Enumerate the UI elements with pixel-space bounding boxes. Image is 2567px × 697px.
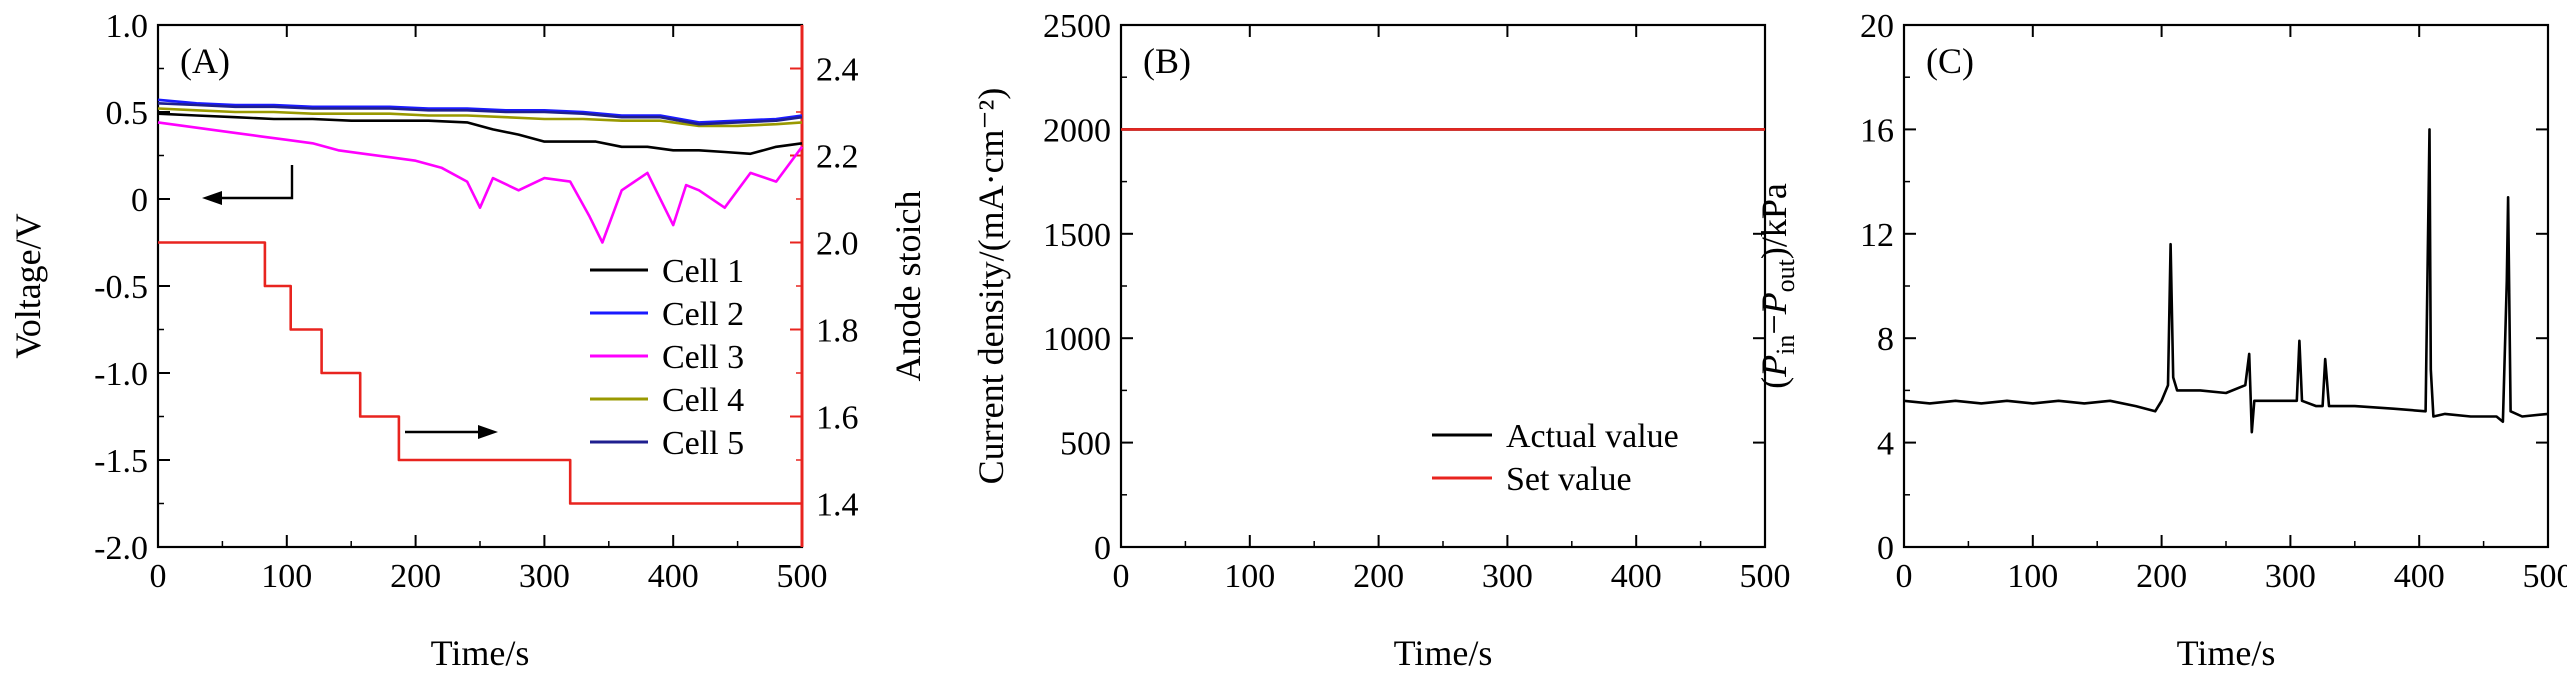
series-line-cell-2 [157, 98, 803, 124]
legend-entry: Cell 2 [662, 296, 744, 333]
y-axis-label-part: P [1754, 292, 1794, 315]
y-tick-label: 0 [131, 182, 148, 219]
series-line-cell-4 [157, 107, 803, 128]
y-tick-label: -2.0 [94, 530, 148, 567]
y-tick-label: 4 [1877, 426, 1894, 463]
series-line-cell-3 [157, 121, 804, 244]
y2-tick-label: 1.6 [816, 400, 859, 437]
x-tick-label: 100 [261, 558, 312, 595]
y-tick-label: -1.5 [94, 443, 148, 480]
x-tick-label: 100 [1224, 558, 1275, 595]
x-tick-label: 200 [2136, 558, 2187, 595]
series-line-cell-1 [157, 112, 803, 156]
y-tick-label: 20 [1860, 8, 1894, 45]
y-tick-label: 0.5 [106, 95, 149, 132]
x-tick-label: 0 [1113, 558, 1130, 595]
y-tick-label: 2000 [1043, 112, 1111, 149]
y-tick-label: 0 [1094, 530, 1111, 567]
y2-tick-label: 2.2 [816, 139, 859, 176]
y-tick-label: 2500 [1043, 8, 1111, 45]
y-axis-label-part: in [1771, 335, 1800, 355]
y-tick-label: 0 [1877, 530, 1894, 567]
right-arrow-head [478, 425, 498, 439]
panel-tag: (C) [1926, 41, 1974, 81]
x-axis-label: Time/s [1394, 633, 1493, 673]
y2-tick-label: 2.4 [816, 52, 859, 89]
y2-axis-label: Anode stoich [888, 191, 928, 382]
panel-a-chart: 0 100 200 300 400 500 -2.0 -1.5 -1.0 -0.5 0 0.5 1.0 T… [8, 8, 928, 673]
x-tick-label: 0 [150, 558, 167, 595]
series-line-cell-5 [157, 102, 803, 126]
y2-tick-label: 1.4 [816, 487, 859, 524]
y-tick-label: 8 [1877, 321, 1894, 358]
legend-entry: Cell 4 [662, 382, 744, 419]
y-tick-label: 1.0 [106, 8, 149, 45]
series-line-anode-stoich [158, 241, 802, 505]
x-axis-label: Time/s [431, 633, 530, 673]
x-tick-label: 400 [2394, 558, 2445, 595]
legend-entry: Cell 3 [662, 339, 744, 376]
plot-frame [1902, 23, 2550, 549]
x-axis-label: Time/s [2177, 633, 2276, 673]
legend-entry: Cell 5 [662, 425, 744, 462]
panel-b-chart: 0 100 200 300 400 500 0 500 1000 1500 2000 2500 Time… [971, 8, 1791, 673]
y-axis-label-part: − [1754, 314, 1794, 334]
panel-c-chart: 0 100 200 300 400 500048121620Time/s(Pin−Pout… [1754, 8, 2567, 673]
x-tick-label: 300 [1482, 558, 1533, 595]
y-tick-label: -1.0 [94, 356, 148, 393]
x-tick-label: 500 [2523, 558, 2567, 595]
y-tick-label: 500 [1060, 426, 1111, 463]
left-arrow-line [212, 165, 294, 200]
y-tick-label: -0.5 [94, 269, 148, 306]
legend-entry: Actual value [1506, 418, 1679, 455]
legend-entry: Cell 1 [662, 253, 744, 290]
x-tick-label: 300 [2265, 558, 2316, 595]
y-axis-label-part: P [1754, 355, 1794, 378]
x-tick-label: 400 [1611, 558, 1662, 595]
y-axis-label: Voltage/V [8, 213, 48, 358]
x-tick-label: 200 [390, 558, 441, 595]
x-tick-label: 500 [1740, 558, 1791, 595]
y-axis-label-part: ( [1754, 377, 1794, 389]
x-tick-label: 0 [1896, 558, 1913, 595]
left-arrow-head [202, 191, 222, 205]
y2-tick-label: 1.8 [816, 313, 859, 350]
y-tick-label: 1000 [1043, 321, 1111, 358]
plot-frame [1119, 23, 1767, 549]
y-tick-label: 12 [1860, 217, 1894, 254]
y-tick-label: 16 [1860, 112, 1894, 149]
y-axis-label: Current density/(mA·cm⁻²) [971, 88, 1011, 485]
legend-entry: Set value [1506, 461, 1632, 498]
y-tick-label: 1500 [1043, 217, 1111, 254]
x-tick-label: 100 [2007, 558, 2058, 595]
x-tick-label: 400 [648, 558, 699, 595]
x-tick-label: 500 [777, 558, 828, 595]
x-tick-label: 200 [1353, 558, 1404, 595]
panel-tag: (B) [1143, 41, 1191, 81]
y-axis-label-part: out [1771, 258, 1800, 292]
panel-tag: (A) [180, 41, 230, 81]
y2-tick-label: 2.0 [816, 226, 859, 263]
y-axis-label-part: )/kPa [1754, 183, 1794, 259]
x-tick-label: 300 [519, 558, 570, 595]
y-axis-label: (Pin−Pout)/kPa [1754, 183, 1800, 389]
series-line [1903, 128, 2549, 434]
